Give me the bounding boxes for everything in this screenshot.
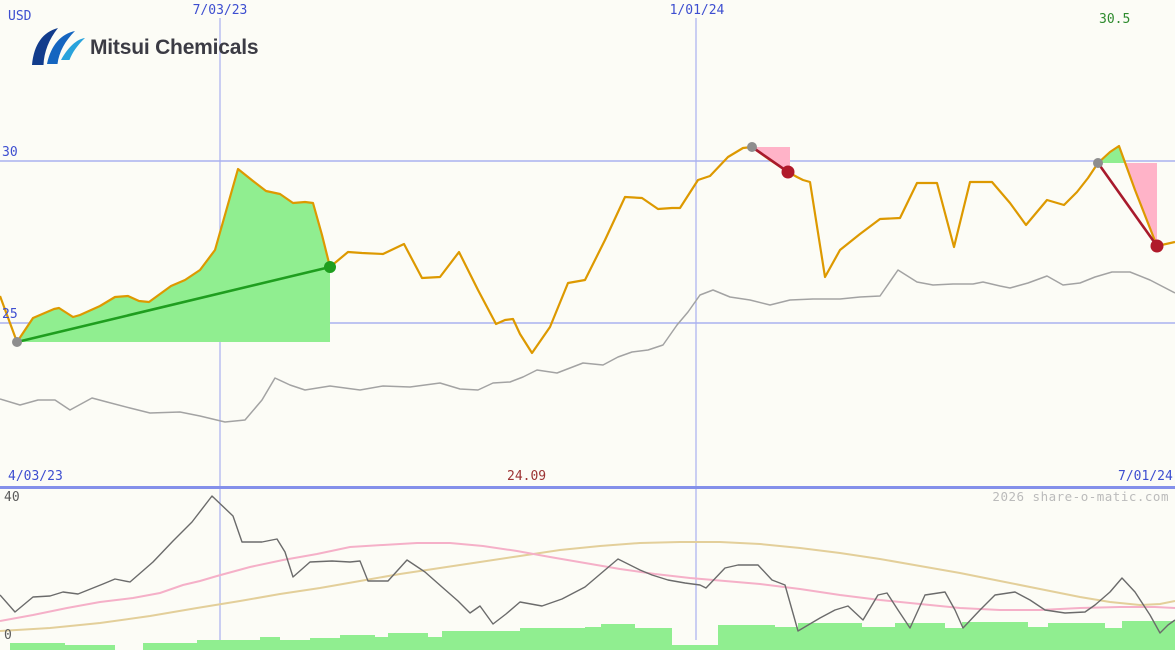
logo-band-mid — [47, 31, 75, 64]
indicator-scale-bottom: 0 — [4, 628, 12, 643]
currency-label: USD — [8, 9, 32, 24]
bottom-axis-date-left: 4/03/23 — [8, 469, 63, 484]
indicator-scale-top: 40 — [4, 490, 20, 505]
company-logo sail-icon — [28, 26, 86, 66]
logo-band-dark — [32, 28, 58, 65]
logo-band-light — [61, 38, 85, 60]
bottom-axis-date-right: 7/01/24 — [1118, 469, 1173, 484]
center-value-label: 24.09 — [507, 469, 547, 484]
y-axis-label-25: 25 — [2, 307, 18, 322]
top-axis-date-2: 1/01/24 — [669, 3, 725, 18]
top-axis-date-1: 7/03/23 — [192, 3, 248, 18]
watermark: 2026 share-o-matic.com — [992, 489, 1169, 504]
company-name: Mitsui Chemicals — [90, 36, 259, 59]
y-axis-label-30: 30 — [2, 145, 18, 160]
last-price-label: 30.5 — [1099, 12, 1131, 27]
